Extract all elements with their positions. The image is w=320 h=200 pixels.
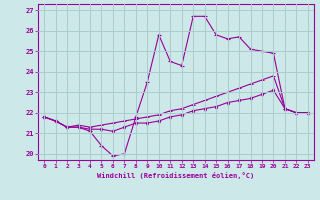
X-axis label: Windchill (Refroidissement éolien,°C): Windchill (Refroidissement éolien,°C) xyxy=(97,172,255,179)
